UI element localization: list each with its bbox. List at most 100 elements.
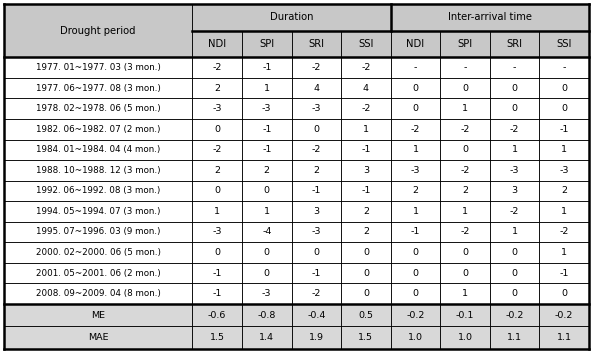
Bar	[341, 201, 391, 222]
Text: -1: -1	[212, 289, 222, 298]
Text: 4: 4	[363, 84, 369, 93]
Text: -1: -1	[262, 125, 272, 134]
Bar	[490, 58, 540, 78]
Bar	[242, 283, 292, 304]
Bar	[490, 201, 540, 222]
Bar	[4, 181, 192, 201]
Text: -2: -2	[460, 166, 470, 175]
Bar	[192, 58, 242, 78]
Text: 1.9: 1.9	[309, 333, 324, 342]
Bar	[4, 263, 192, 283]
Text: 0: 0	[512, 289, 518, 298]
Text: 1: 1	[413, 207, 419, 216]
Bar	[292, 160, 341, 181]
Bar	[540, 139, 589, 160]
Text: 1.1: 1.1	[557, 333, 572, 342]
Bar	[440, 242, 490, 263]
Bar	[490, 58, 540, 78]
Text: 1.0: 1.0	[408, 333, 423, 342]
Bar	[540, 58, 589, 78]
Bar	[391, 201, 440, 222]
Text: 0: 0	[363, 289, 369, 298]
Text: 2: 2	[264, 166, 270, 175]
Text: 0: 0	[413, 289, 419, 298]
Bar	[242, 283, 292, 304]
Bar	[540, 222, 589, 242]
Bar	[192, 327, 242, 349]
Bar	[391, 283, 440, 304]
Text: 1.4: 1.4	[259, 333, 274, 342]
Bar	[490, 119, 540, 139]
Bar	[192, 31, 242, 58]
Text: -2: -2	[312, 145, 321, 154]
Text: 0: 0	[413, 104, 419, 113]
Bar	[292, 98, 341, 119]
Bar	[391, 98, 440, 119]
Text: 0: 0	[512, 248, 518, 257]
Bar	[391, 201, 440, 222]
Text: -1: -1	[361, 145, 371, 154]
Bar	[540, 222, 589, 242]
Bar	[341, 327, 391, 349]
Text: 0: 0	[512, 269, 518, 277]
Text: 1: 1	[561, 145, 568, 154]
Bar	[440, 78, 490, 98]
Bar	[192, 160, 242, 181]
Bar	[242, 139, 292, 160]
Bar	[341, 98, 391, 119]
Bar	[540, 201, 589, 222]
Bar	[440, 222, 490, 242]
Text: -2: -2	[510, 125, 519, 134]
Bar	[540, 139, 589, 160]
Bar	[292, 242, 341, 263]
Bar	[4, 139, 192, 160]
Bar	[490, 242, 540, 263]
Bar	[4, 139, 192, 160]
Bar	[192, 78, 242, 98]
Text: 0: 0	[512, 104, 518, 113]
Bar	[292, 181, 341, 201]
Text: -: -	[463, 63, 467, 72]
Bar	[490, 139, 540, 160]
Text: 2: 2	[363, 207, 369, 216]
Text: 1: 1	[462, 207, 468, 216]
Bar	[242, 78, 292, 98]
Bar	[4, 58, 192, 78]
Text: SSI: SSI	[556, 39, 572, 49]
Bar	[192, 4, 391, 31]
Bar	[292, 58, 341, 78]
Bar	[391, 31, 440, 58]
Bar	[341, 139, 391, 160]
Text: 2: 2	[214, 84, 220, 93]
Bar	[540, 327, 589, 349]
Bar	[490, 242, 540, 263]
Text: 0: 0	[214, 125, 220, 134]
Bar	[391, 283, 440, 304]
Bar	[192, 201, 242, 222]
Bar	[490, 139, 540, 160]
Bar	[440, 98, 490, 119]
Text: 1984. 01~1984. 04 (4 mon.): 1984. 01~1984. 04 (4 mon.)	[36, 145, 160, 154]
Text: -3: -3	[262, 104, 272, 113]
Bar	[440, 327, 490, 349]
Bar	[490, 31, 540, 58]
Bar	[292, 31, 341, 58]
Bar	[341, 160, 391, 181]
Bar	[440, 58, 490, 78]
Bar	[490, 181, 540, 201]
Text: -3: -3	[311, 227, 321, 237]
Text: 0: 0	[413, 84, 419, 93]
Bar	[242, 242, 292, 263]
Text: SPI: SPI	[457, 39, 473, 49]
Bar	[490, 98, 540, 119]
Bar	[540, 119, 589, 139]
Bar	[391, 139, 440, 160]
Bar	[292, 78, 341, 98]
Bar	[440, 31, 490, 58]
Bar	[490, 78, 540, 98]
Bar	[540, 98, 589, 119]
Bar	[292, 201, 341, 222]
Bar	[490, 283, 540, 304]
Bar	[540, 160, 589, 181]
Text: -0.4: -0.4	[307, 311, 326, 319]
